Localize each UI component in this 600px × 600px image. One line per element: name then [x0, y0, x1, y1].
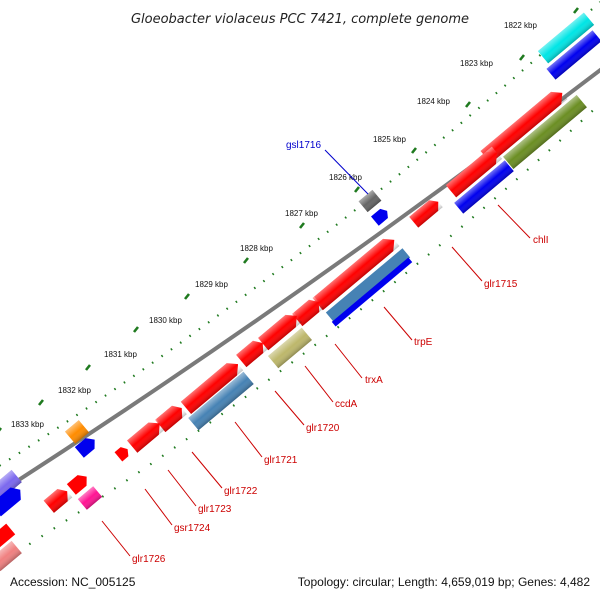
kbp-label: 1833 kbp [11, 420, 44, 429]
gene-label-glr1721[interactable]: glr1721 [264, 455, 298, 466]
major-tick [37, 399, 45, 406]
leader-line [167, 469, 197, 507]
topology-text: Topology: circular; Length: 4,659,019 bp… [298, 575, 591, 589]
gene-steel[interactable] [325, 248, 411, 322]
leader-line [324, 149, 369, 195]
gene-blue[interactable] [0, 484, 25, 517]
leader-line [451, 246, 483, 282]
leader-line [274, 390, 305, 426]
kbp-label: 1830 kbp [149, 316, 182, 325]
kbp-label: 1829 kbp [195, 280, 228, 289]
gene-red[interactable] [114, 445, 132, 462]
gene-label-glr1715[interactable]: glr1715 [484, 279, 518, 290]
major-tick [410, 147, 418, 154]
gene-label-chlI[interactable]: chlI [533, 235, 549, 246]
gene-red[interactable] [66, 471, 91, 495]
gene-label-glr1722[interactable]: glr1722 [224, 486, 258, 497]
major-tick [518, 54, 526, 61]
outer-tick-track [0, 1, 600, 467]
gene-label-ccdA[interactable]: ccdA [335, 399, 358, 410]
kbp-label: 1823 kbp [460, 59, 493, 68]
kbp-label: 1832 kbp [58, 386, 91, 395]
leader-line [383, 306, 413, 341]
leader-line [144, 488, 173, 526]
accession-text: Accession: NC_005125 [10, 575, 136, 589]
leader-line [234, 421, 263, 458]
leader-line [101, 520, 131, 557]
major-tick [242, 257, 250, 264]
gene-label-trxA[interactable]: trxA [365, 375, 383, 386]
kbp-label: 1828 kbp [240, 244, 273, 253]
major-tick [183, 293, 191, 300]
major-tick [464, 101, 472, 108]
gene-blue[interactable] [371, 206, 391, 226]
major-tick [0, 427, 3, 432]
gene-label-gsr1724[interactable]: gsr1724 [174, 523, 211, 534]
major-tick [84, 364, 92, 371]
major-tick [298, 222, 306, 229]
gene-label-glr1726[interactable]: glr1726 [132, 554, 166, 565]
leader-lines [101, 149, 531, 557]
map-title: Gloeobacter violaceus PCC 7421, complete… [131, 12, 469, 27]
gene-red[interactable] [0, 523, 16, 553]
gene-label-gsl1716[interactable]: gsl1716 [286, 140, 321, 151]
kbp-label: 1824 kbp [417, 97, 450, 106]
major-ticks [0, 7, 580, 432]
kbp-label: 1826 kbp [329, 173, 362, 182]
kbp-label: 1822 kbp [504, 21, 537, 30]
major-tick [572, 7, 580, 14]
gene-blue[interactable] [331, 257, 413, 327]
kbp-label: 1827 kbp [285, 209, 318, 218]
gene-blue[interactable] [74, 434, 99, 458]
gene-label-trpE[interactable]: trpE [414, 337, 433, 348]
leader-line [334, 343, 363, 379]
gene-features [0, 12, 600, 572]
major-tick [132, 326, 140, 333]
kbp-label: 1825 kbp [373, 135, 406, 144]
major-tick [353, 186, 361, 193]
gene-labels: gsl1716 chlI glr1715 trpE trxA ccdA glr1… [132, 140, 549, 565]
leader-line [497, 204, 531, 239]
leader-line [304, 365, 334, 403]
inner-tick-track [0, 102, 600, 564]
gene-label-glr1720[interactable]: glr1720 [306, 423, 340, 434]
gene-label-glr1723[interactable]: glr1723 [198, 504, 232, 515]
leader-line [191, 451, 223, 489]
kbp-labels: 1822 kbp 1823 kbp 1824 kbp 1825 kbp 1826… [11, 21, 537, 429]
kbp-label: 1831 kbp [104, 350, 137, 359]
